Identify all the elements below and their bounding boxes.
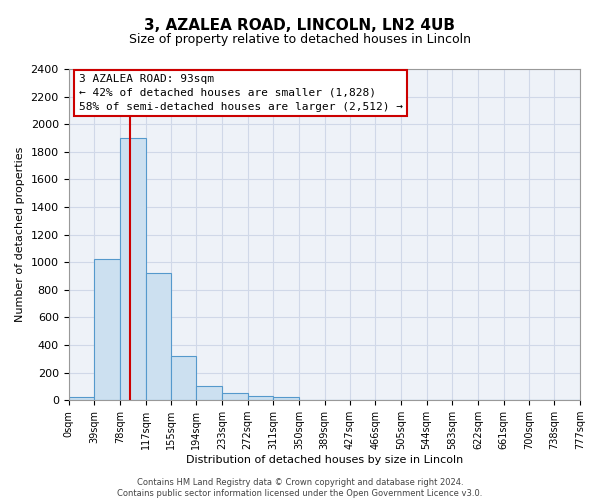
Text: 3, AZALEA ROAD, LINCOLN, LN2 4UB: 3, AZALEA ROAD, LINCOLN, LN2 4UB (145, 18, 455, 32)
Bar (248, 396, 273, 400)
Bar (222, 394, 248, 400)
Bar (68, 398, 94, 400)
Bar (170, 356, 196, 400)
Text: Size of property relative to detached houses in Lincoln: Size of property relative to detached ho… (129, 32, 471, 46)
Bar (94, 260, 120, 400)
Y-axis label: Number of detached properties: Number of detached properties (15, 147, 25, 322)
Bar (273, 398, 299, 400)
Text: 3 AZALEA ROAD: 93sqm
← 42% of detached houses are smaller (1,828)
58% of semi-de: 3 AZALEA ROAD: 93sqm ← 42% of detached h… (79, 74, 403, 112)
Bar (196, 386, 222, 400)
Bar (146, 274, 170, 400)
Text: Contains HM Land Registry data © Crown copyright and database right 2024.
Contai: Contains HM Land Registry data © Crown c… (118, 478, 482, 498)
X-axis label: Distribution of detached houses by size in Lincoln: Distribution of detached houses by size … (185, 455, 463, 465)
Bar (120, 138, 146, 400)
